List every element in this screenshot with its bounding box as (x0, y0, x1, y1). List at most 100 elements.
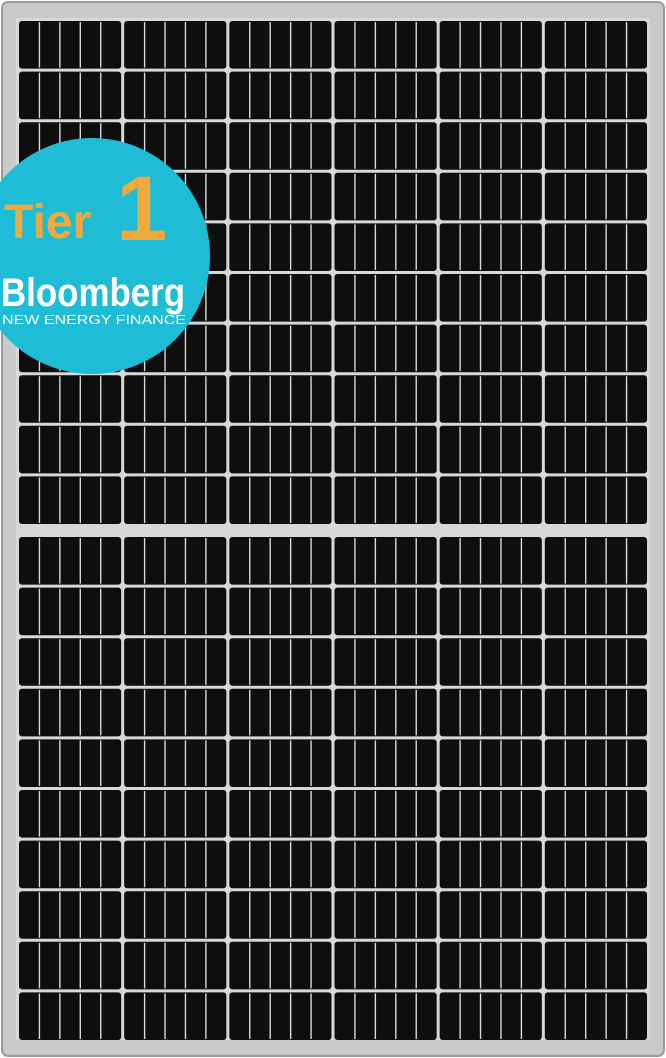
solar-cell (229, 223, 332, 271)
solar-cell (544, 375, 647, 423)
solar-cell (439, 638, 542, 686)
solar-cell (229, 992, 332, 1040)
solar-cell (439, 739, 542, 787)
solar-cell (229, 739, 332, 787)
solar-cell (544, 840, 647, 889)
solar-cell (334, 375, 437, 423)
solar-cell (334, 891, 437, 939)
solar-cell (229, 375, 332, 423)
solar-cell (229, 790, 332, 838)
solar-cell (544, 688, 647, 737)
solar-cell (334, 739, 437, 787)
solar-cell (229, 688, 332, 737)
solar-cell (229, 425, 332, 474)
solar-cell (229, 587, 332, 636)
solar-cell (19, 992, 122, 1040)
solar-cell (439, 375, 542, 423)
badge-tier-word: Tier (4, 196, 91, 249)
solar-cell (19, 537, 122, 585)
solar-cell (544, 223, 647, 271)
solar-cell (19, 476, 122, 524)
solar-cell (229, 891, 332, 939)
solar-cell (124, 21, 227, 69)
solar-cell (544, 537, 647, 585)
solar-cell (334, 274, 437, 322)
solar-cell (334, 223, 437, 271)
solar-cell (19, 71, 122, 120)
solar-cell (439, 274, 542, 322)
solar-cell (229, 122, 332, 170)
solar-cell (19, 840, 122, 889)
solar-cell (544, 790, 647, 838)
solar-cell (439, 790, 542, 838)
solar-cell (124, 71, 227, 120)
solar-cell (439, 476, 542, 524)
solar-cell (334, 122, 437, 170)
solar-cell (544, 324, 647, 373)
solar-cell (334, 537, 437, 585)
solar-cell (124, 587, 227, 636)
solar-cell (229, 274, 332, 322)
solar-cell (544, 992, 647, 1040)
solar-cell (229, 21, 332, 69)
solar-cell (334, 992, 437, 1040)
solar-cell (229, 71, 332, 120)
solar-cell (334, 790, 437, 838)
solar-cell (544, 274, 647, 322)
solar-cell (124, 476, 227, 524)
badge-subtitle: NEW ENERGY FINANCE (2, 312, 186, 327)
solar-cell (19, 21, 122, 69)
solar-cell (439, 223, 542, 271)
solar-cell (124, 537, 227, 585)
solar-cell (439, 587, 542, 636)
solar-cell (19, 688, 122, 737)
badge-circle (0, 138, 210, 374)
solar-cell (439, 891, 542, 939)
solar-cell (544, 739, 647, 787)
solar-cell (334, 638, 437, 686)
solar-cell (334, 172, 437, 221)
badge-brand: Bloomberg (1, 271, 185, 315)
solar-cell (439, 324, 542, 373)
solar-cell (334, 21, 437, 69)
solar-cell (334, 71, 437, 120)
solar-cell (544, 21, 647, 69)
solar-cell (19, 941, 122, 990)
solar-cell (439, 537, 542, 585)
badge-tier-number: 1 (116, 158, 167, 260)
solar-cell (229, 537, 332, 585)
solar-cell (229, 172, 332, 221)
solar-cell (544, 476, 647, 524)
solar-cell (544, 638, 647, 686)
solar-cell (229, 476, 332, 524)
solar-cell (124, 375, 227, 423)
solar-cell (439, 21, 542, 69)
solar-cell (334, 941, 437, 990)
solar-cell (439, 688, 542, 737)
solar-cell (229, 941, 332, 990)
tier1-badge: Tier 1 Bloomberg NEW ENERGY FINANCE (0, 138, 210, 374)
solar-cell (544, 71, 647, 120)
solar-cell (544, 172, 647, 221)
solar-cell (439, 941, 542, 990)
solar-cell (19, 638, 122, 686)
solar-cell (19, 375, 122, 423)
solar-cell (124, 638, 227, 686)
solar-cell (229, 840, 332, 889)
solar-cell (439, 840, 542, 889)
solar-cell (439, 71, 542, 120)
solar-cell (124, 840, 227, 889)
solar-cell (439, 122, 542, 170)
solar-cell (334, 688, 437, 737)
solar-cell (334, 840, 437, 889)
solar-cell (334, 587, 437, 636)
solar-cell (19, 587, 122, 636)
solar-cell (19, 790, 122, 838)
solar-cell (124, 739, 227, 787)
solar-cell (19, 739, 122, 787)
solar-cell (544, 425, 647, 474)
solar-cell (124, 688, 227, 737)
solar-cell (334, 425, 437, 474)
